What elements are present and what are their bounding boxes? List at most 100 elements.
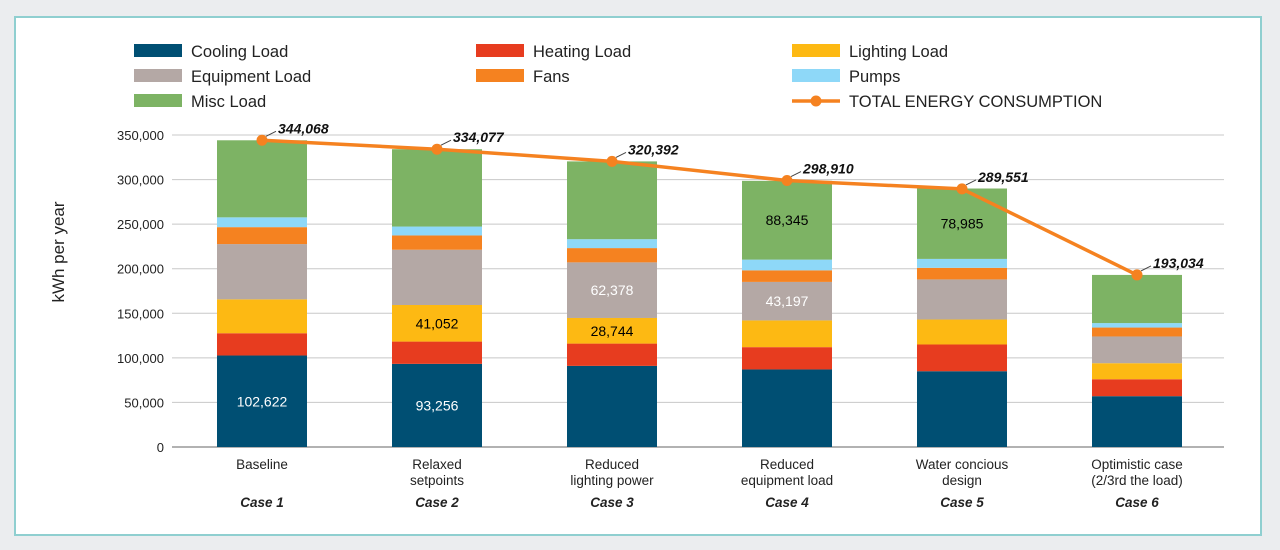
total-point xyxy=(1131,269,1143,281)
legend-item-cooling-load: Cooling Load xyxy=(134,43,288,61)
bar-segment-lighting-load xyxy=(217,299,307,334)
chart-frame: Cooling Load Heating Load Lighting Load Equ… xyxy=(14,16,1262,536)
case-label: Case 2 xyxy=(415,495,459,510)
data-label: 102,622 xyxy=(237,393,288,409)
legend-label: Cooling Load xyxy=(191,43,288,61)
y-tick-label: 0 xyxy=(157,440,164,455)
bar-segment-pumps xyxy=(917,258,1007,268)
data-label: 88,345 xyxy=(766,212,809,228)
total-value-label: 298,910 xyxy=(802,161,854,177)
bar-segment-cooling-load xyxy=(217,355,307,447)
bar-segment-fans xyxy=(392,235,482,250)
case-label: Case 3 xyxy=(590,495,634,510)
x-tick-label: design xyxy=(942,473,982,488)
bar-segment-cooling-load xyxy=(742,369,832,447)
bar-segment-fans xyxy=(567,248,657,263)
total-line-path xyxy=(261,138,1138,277)
total-point xyxy=(431,143,443,155)
bar-segment-heating-load xyxy=(1092,379,1182,397)
total-point xyxy=(781,175,793,187)
total-value-label: 289,551 xyxy=(977,169,1029,185)
bar-segment-pumps xyxy=(217,217,307,228)
y-axis: kWh per year 0 50,000 100,000 150,000 200,00… xyxy=(49,128,164,455)
bar-segment-pumps xyxy=(1092,323,1182,328)
bar-segment-lighting-load xyxy=(742,320,832,348)
legend-swatch xyxy=(134,69,182,82)
bar-segment-misc-load xyxy=(742,180,832,260)
bar-segment-misc-load xyxy=(917,188,1007,259)
total-point xyxy=(956,183,968,195)
total-leader-line xyxy=(1140,265,1152,272)
bar-segment-misc-load xyxy=(1092,274,1182,324)
y-tick-label: 250,000 xyxy=(117,217,164,232)
legend-label: TOTAL ENERGY CONSUMPTION xyxy=(849,93,1102,111)
total-value-label: 193,034 xyxy=(1153,255,1204,271)
bar-group xyxy=(917,188,1007,447)
legend-item-equipment-load: Equipment Load xyxy=(134,68,311,86)
legend: Cooling Load Heating Load Lighting Load Equ… xyxy=(134,43,1102,111)
x-tick-label: Baseline xyxy=(236,457,288,472)
bar-segment-heating-load xyxy=(567,343,657,366)
x-tick-label: Reduced xyxy=(585,457,639,472)
bar-segment-lighting-load xyxy=(392,304,482,342)
legend-item-lighting-load: Lighting Load xyxy=(792,43,948,61)
bar-group xyxy=(567,161,657,447)
legend-swatch xyxy=(476,69,524,82)
bar-segment-lighting-load xyxy=(917,319,1007,345)
bar-segment-heating-load xyxy=(917,344,1007,372)
y-tick-label: 300,000 xyxy=(117,173,164,188)
data-label: 62,378 xyxy=(591,282,634,298)
bar-segment-heating-load xyxy=(742,347,832,370)
total-point xyxy=(256,134,268,146)
bar-group xyxy=(217,140,307,447)
bar-segment-misc-load xyxy=(567,161,657,240)
bar-segment-pumps xyxy=(567,239,657,249)
bar-segment-fans xyxy=(1092,327,1182,337)
legend-item-misc-load: Misc Load xyxy=(134,93,266,111)
total-value-label: 344,068 xyxy=(278,120,329,136)
total-value-label: 334,077 xyxy=(453,129,505,145)
data-label: 93,256 xyxy=(416,397,459,413)
bar-segment-equipment-load xyxy=(392,249,482,305)
gridlines xyxy=(172,134,1224,448)
legend-item-heating-load: Heating Load xyxy=(476,43,631,61)
case-label: Case 5 xyxy=(940,495,984,510)
bar-group xyxy=(1092,274,1182,447)
bar-segment-equipment-load xyxy=(917,279,1007,320)
x-tick-label: Water concious xyxy=(916,457,1009,472)
bar-segment-lighting-load xyxy=(567,317,657,344)
total-value-label: 320,392 xyxy=(628,141,679,157)
x-tick-label: Relaxed xyxy=(412,457,462,472)
legend-label: Misc Load xyxy=(191,93,266,111)
legend-label: Lighting Load xyxy=(849,43,948,61)
legend-label: Equipment Load xyxy=(191,68,311,86)
bar-segment-equipment-load xyxy=(1092,336,1182,364)
total-leader-line xyxy=(440,139,452,146)
legend-label: Pumps xyxy=(849,68,900,86)
legend-item-fans: Fans xyxy=(476,68,570,86)
x-tick-label: lighting power xyxy=(570,473,654,488)
x-tick-label: Optimistic case xyxy=(1091,457,1183,472)
legend-swatch xyxy=(134,44,182,57)
total-energy-line: 344,068 334,077 320,392 298,910 289,551 193,0… xyxy=(256,120,1204,281)
bar-segment-pumps xyxy=(392,226,482,236)
bar-segment-cooling-load xyxy=(392,363,482,447)
energy-consumption-chart: Cooling Load Heating Load Lighting Load Equ… xyxy=(49,43,1224,510)
stacked-bars xyxy=(217,140,1182,447)
x-tick-label: Reduced xyxy=(760,457,814,472)
bar-segment-cooling-load xyxy=(567,365,657,447)
bar-segment-pumps xyxy=(742,259,832,271)
data-label: 43,197 xyxy=(766,293,809,309)
legend-swatch xyxy=(792,44,840,57)
bar-segment-heating-load xyxy=(392,341,482,364)
total-leader-line xyxy=(265,130,277,137)
case-label: Case 4 xyxy=(765,495,809,510)
bar-segment-misc-load xyxy=(392,149,482,227)
y-axis-label: kWh per year xyxy=(49,201,68,302)
x-tick-label: setpoints xyxy=(410,473,464,488)
data-label: 78,985 xyxy=(941,216,984,232)
bar-segment-lighting-load xyxy=(1092,363,1182,380)
bar-segment-cooling-load xyxy=(1092,396,1182,447)
legend-swatch xyxy=(476,44,524,57)
